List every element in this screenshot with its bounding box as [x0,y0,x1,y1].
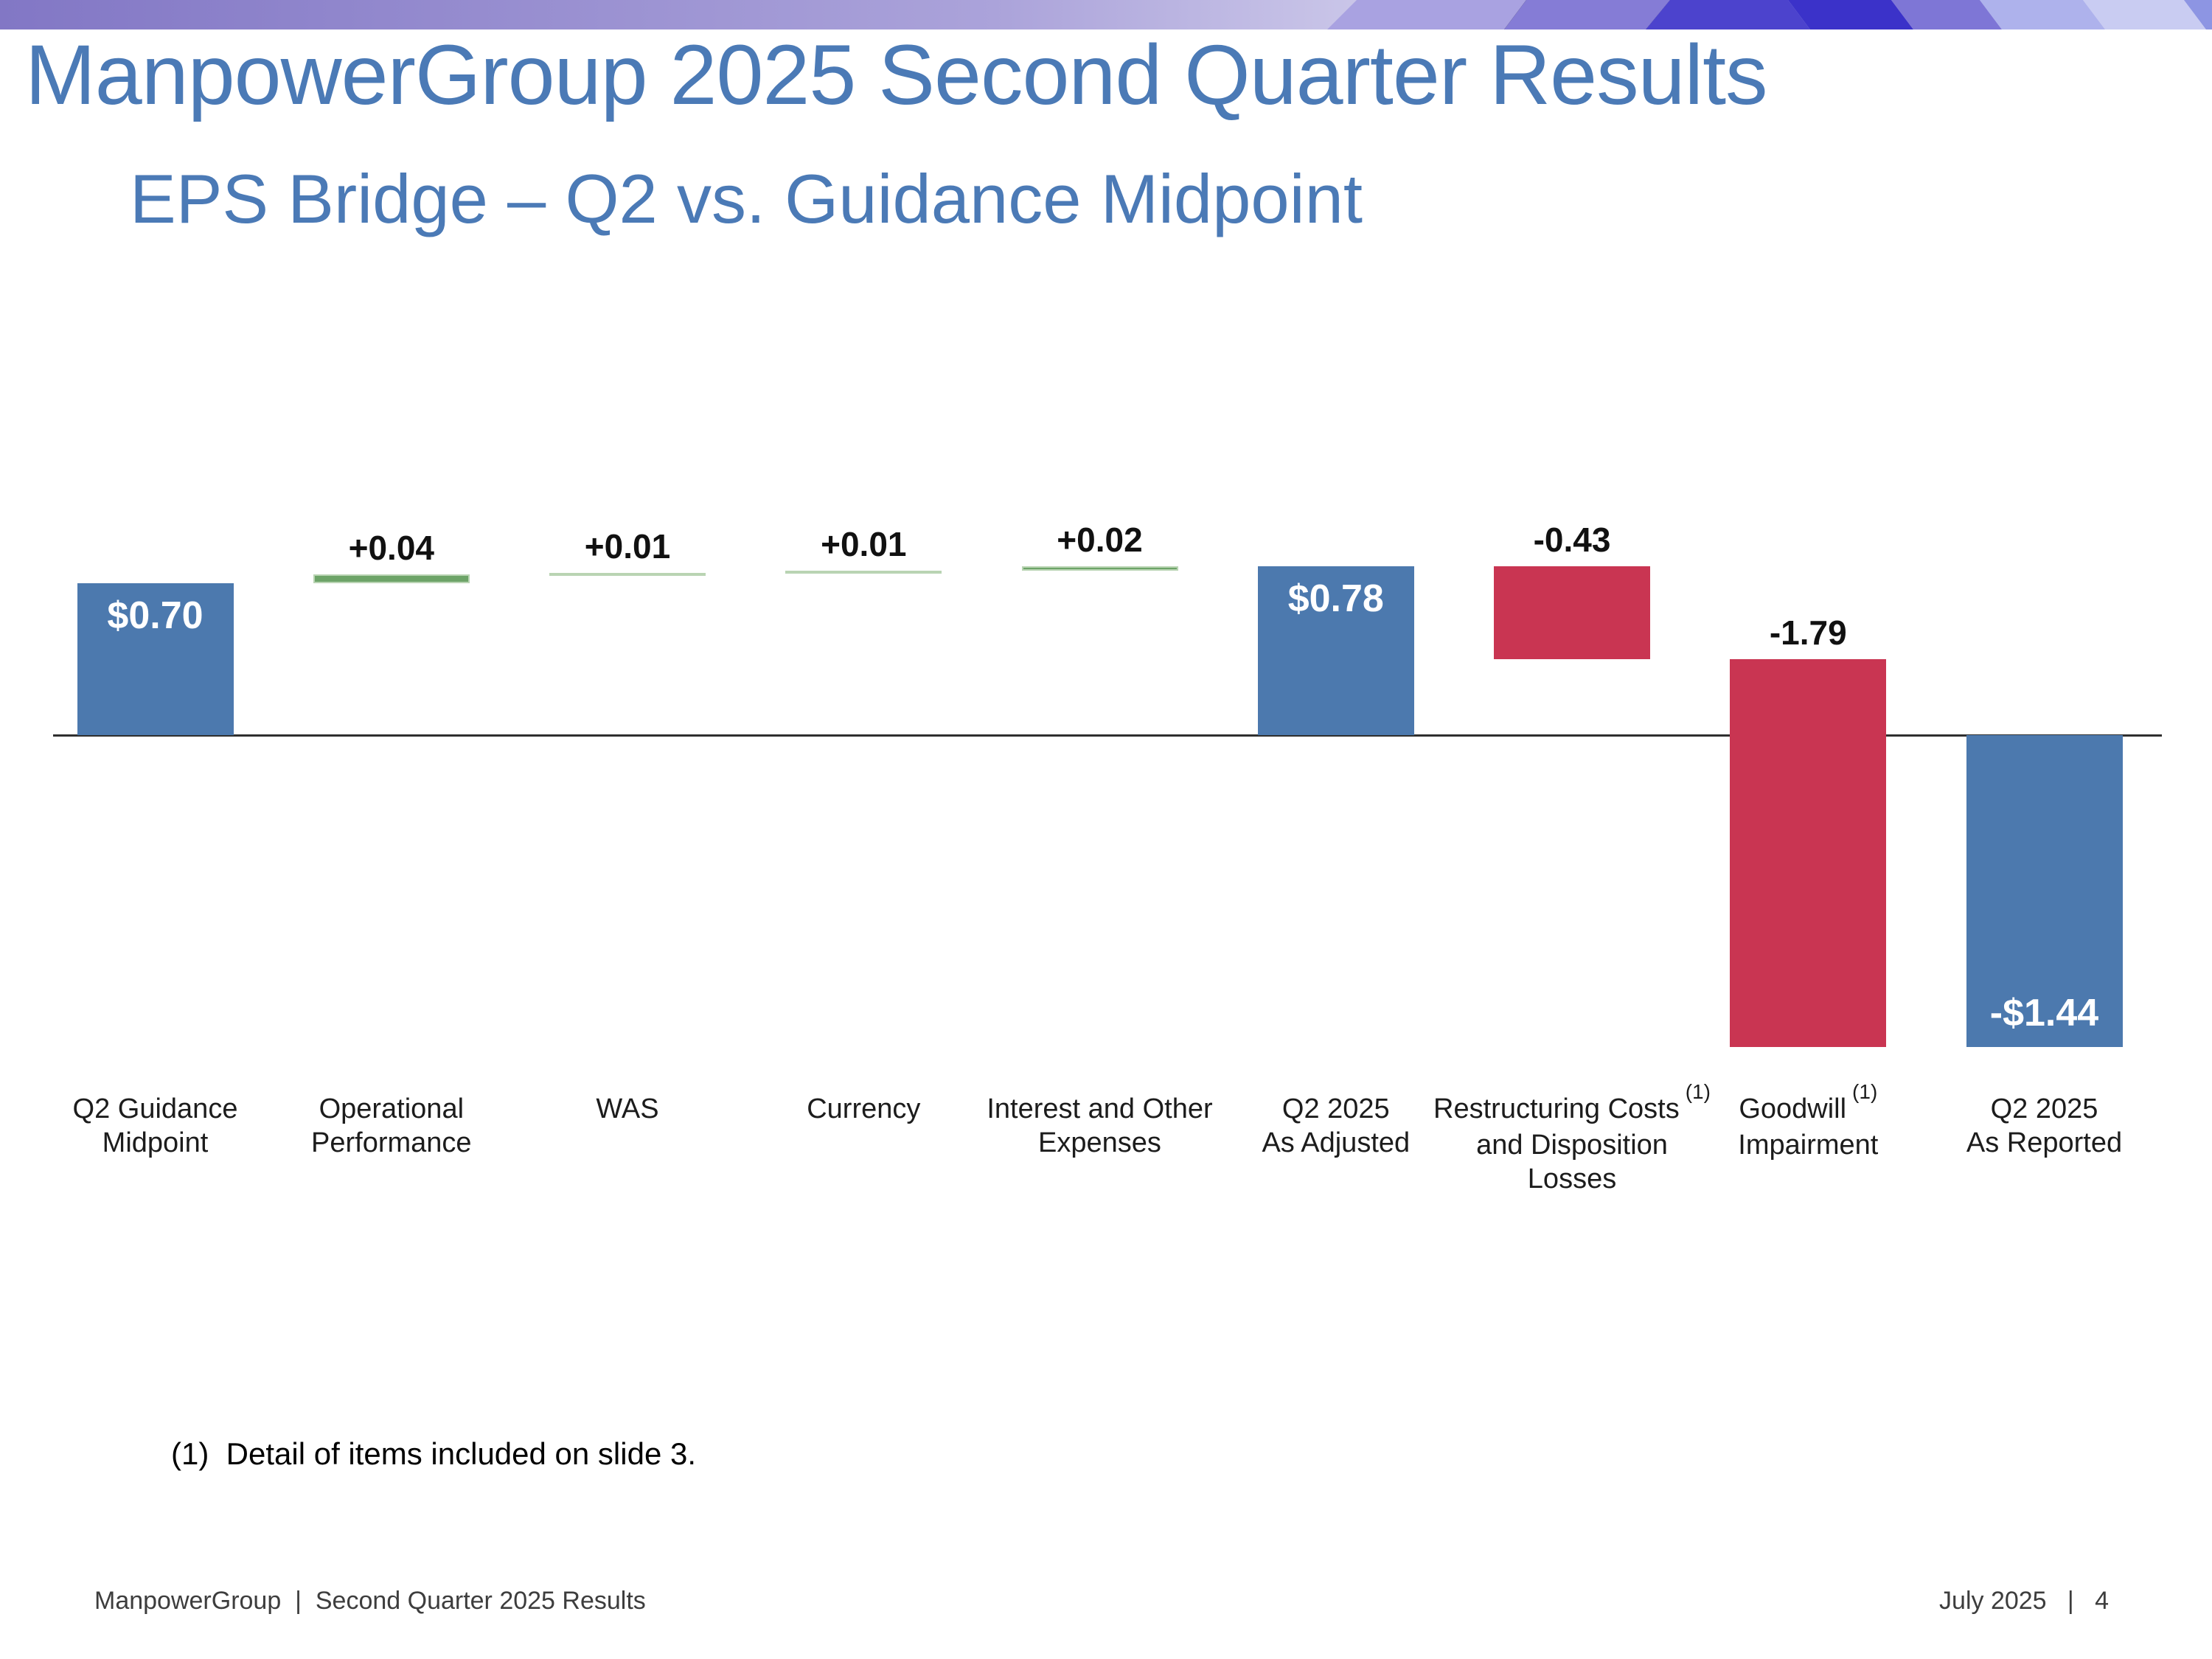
banner-facet [1788,0,1913,29]
category-label-line: Midpoint [102,1127,209,1158]
value-label-goodwill-impairment: -1.79 [1769,613,1847,653]
value-label-restructuring-costs: -0.43 [1533,520,1611,559]
category-label-q2-guidance-midpoint: Q2 Guidance Midpoint [1,1092,310,1160]
category-label-line: Currency [807,1093,921,1124]
footnote-marker: (1) [1685,1080,1711,1103]
value-label-q2-2025-as-reported: -$1.44 [1989,992,2099,1035]
category-label-line: Q2 2025 [1990,1093,2098,1124]
category-label-line: Losses [1527,1164,1617,1194]
category-label-line: Q2 2025 [1281,1093,1390,1124]
category-label-was: WAS [473,1092,782,1126]
category-label-q2-2025-as-reported: Q2 2025 As Reported [1890,1092,2199,1160]
banner-facet [1646,0,1810,29]
value-label-q2-2025-as-adjusted: $0.78 [1287,577,1384,620]
banner-facet [2083,0,2206,29]
bar-operational-performance [313,574,470,584]
category-label-goodwill-impairment: Goodwill(1) Impairment [1653,1080,1963,1162]
bar-restructuring-costs [1494,566,1650,660]
value-label-q2-guidance-midpoint: $0.70 [107,594,204,638]
category-label-operational-performance: Operational Performance [237,1092,546,1160]
banner-decoration [0,0,2212,29]
value-label-interest-and-other-expenses: +0.02 [1057,520,1143,559]
page-title: ManpowerGroup 2025 Second Quarter Result… [25,28,1768,122]
banner-facet [1980,0,2105,29]
category-label-line: Impairment [1738,1130,1879,1161]
footer-right: July 2025 | 4 [1939,1587,2109,1615]
category-label-currency: Currency [709,1092,1018,1126]
value-label-was: +0.01 [584,526,671,566]
bar-q2-2025-as-reported [1966,735,2123,1048]
footnote: (1) Detail of items included on slide 3. [171,1436,697,1471]
category-label-line: Restructuring Costs(1) [1417,1080,1727,1128]
category-label-line: and Disposition [1476,1130,1668,1161]
category-label-line: As Reported [1966,1127,2123,1158]
category-label-line: Goodwill(1) [1653,1080,1963,1128]
banner-facet [2184,0,2212,29]
footer-left: ManpowerGroup | Second Quarter 2025 Resu… [94,1587,646,1615]
category-label-line: As Adjusted [1262,1127,1411,1158]
value-label-operational-performance: +0.04 [348,529,434,568]
bar-goodwill-impairment [1730,659,1887,1048]
category-label-line: Q2 Guidance [72,1093,238,1124]
bar-q2-2025-as-adjusted [1257,566,1414,735]
category-label-interest-and-other-expenses: Interest and Other Expenses [945,1092,1255,1160]
category-label-q2-2025-as-adjusted: Q2 2025 As Adjusted [1181,1092,1491,1160]
banner-facet [1504,0,1670,29]
category-label-line: Operational [319,1093,465,1124]
banner-facet [1891,0,2002,29]
banner-facet [1327,0,1526,29]
category-label-line: Performance [311,1127,472,1158]
page-subtitle: EPS Bridge – Q2 vs. Guidance Midpoint [130,160,1363,237]
bar-interest-and-other-expenses [1021,566,1178,571]
bar-q2-guidance-midpoint [77,583,234,735]
value-label-currency: +0.01 [821,524,907,563]
category-label-line: Expenses [1038,1127,1161,1158]
bar-currency [785,570,942,574]
bar-was [549,572,706,576]
x-axis-line [53,734,2162,737]
footnote-marker: (1) [1852,1080,1878,1103]
category-label-line: Interest and Other [987,1093,1213,1124]
category-label-line: WAS [596,1093,659,1124]
category-label-restructuring-costs: Restructuring Costs(1) and Disposition Los… [1417,1080,1727,1196]
